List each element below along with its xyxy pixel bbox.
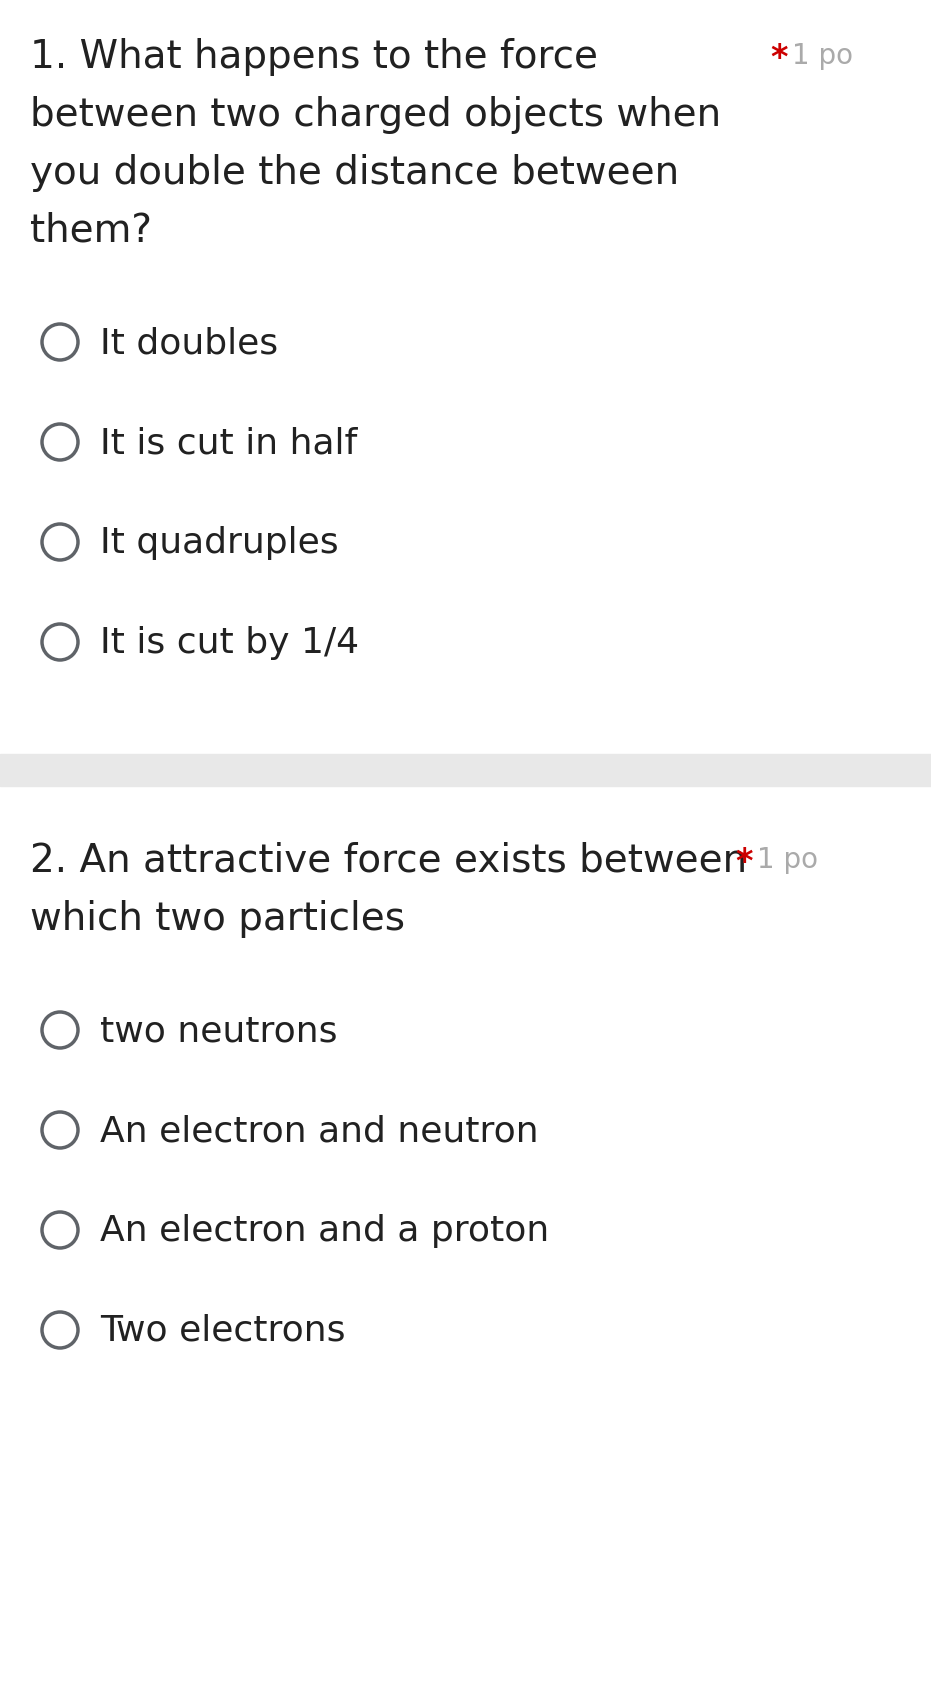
Text: between two charged objects when: between two charged objects when (30, 96, 722, 135)
Text: 2. An attractive force exists between: 2. An attractive force exists between (30, 841, 747, 880)
Text: them?: them? (30, 212, 152, 251)
Text: *: * (735, 846, 752, 878)
Text: Two electrons: Two electrons (100, 1314, 345, 1347)
Text: 1 po: 1 po (792, 42, 853, 71)
Bar (0, 755, 931, 787)
Text: It is cut by 1/4: It is cut by 1/4 (100, 626, 359, 659)
Text: It quadruples: It quadruples (100, 526, 339, 560)
Text: An electron and neutron: An electron and neutron (100, 1113, 539, 1147)
Text: It is cut in half: It is cut in half (100, 426, 358, 459)
Text: It doubles: It doubles (100, 326, 278, 360)
Text: *: * (770, 42, 788, 76)
Text: you double the distance between: you double the distance between (30, 155, 679, 192)
Text: An electron and a proton: An electron and a proton (100, 1213, 549, 1248)
Text: two neutrons: two neutrons (100, 1013, 338, 1048)
Text: which two particles: which two particles (30, 900, 405, 937)
Text: 1 po: 1 po (757, 846, 818, 873)
Text: 1. What happens to the force: 1. What happens to the force (30, 39, 598, 76)
